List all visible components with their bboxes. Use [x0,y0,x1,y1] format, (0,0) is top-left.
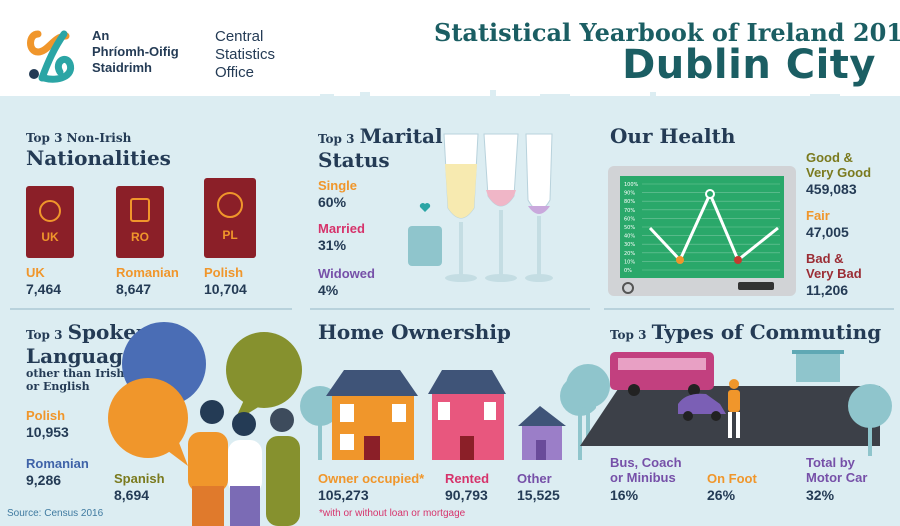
language-label: Romanian [26,456,89,471]
health-label: Good & Very Good [806,150,872,180]
divider [310,308,590,310]
nationality-label: Romanian [116,265,179,280]
logo-english-name: Central Statistics Office [215,28,276,81]
uk-passport-icon: UK [26,186,74,258]
marital-label: Widowed [318,266,375,281]
commuting-value: 26% [707,487,736,503]
health-tick-label: 20% [624,251,635,257]
commuting-label: Bus, Coach or Minibus [610,455,682,485]
nationality-value: 8,647 [116,281,152,297]
commuting-value: 16% [610,487,639,503]
marital-label: Married [318,221,365,236]
languages-subtitle: other than Irish or English [26,367,125,393]
fair-marker [676,256,684,264]
divider [604,308,894,310]
language-value: 8,694 [114,487,150,503]
health-title: Our Health [610,124,736,148]
language-label: Polish [26,408,66,423]
good-marker [705,189,715,199]
commuting-scene-icon [566,350,892,456]
health-value: 11,206 [806,282,849,298]
health-tick-label: 10% [624,259,635,265]
bad-marker [734,256,742,264]
ownership-title: Home Ownership [318,320,511,344]
source-note: Source: Census 2016 [7,508,104,519]
ownership-label: Other [517,471,552,486]
nationalities-title-small: Top 3 Non-Irish [26,131,132,145]
health-tick-label: 40% [624,234,635,240]
nationality-value: 7,464 [26,281,62,297]
logo-irish-name: An Phríomh-Oifig Staidrimh [92,28,179,75]
ownership-value: 15,525 [517,487,560,503]
romania-passport-icon: RO [116,186,164,258]
health-value: 47,005 [806,224,849,240]
speech-bubbles-people-icon [108,322,302,526]
health-label: Bad & Very Bad [806,251,862,281]
nationality-label: UK [26,265,45,280]
ownership-value: 90,793 [445,487,488,503]
marital-value: 60% [318,194,347,210]
language-label: Spanish [114,471,165,486]
houses-icon [300,370,596,460]
cso-logo-icon [27,30,75,83]
marital-label: Single [318,178,358,193]
health-tick-label: 100% [624,182,639,188]
health-tick-label: 50% [624,225,635,231]
commuting-label: Total by Motor Car [806,455,868,485]
health-tick-label: 30% [624,242,635,248]
health-label: Fair [806,208,830,223]
power-button-icon [622,282,634,294]
health-tick-label: 0% [624,268,632,274]
marital-value: 4% [318,282,339,298]
health-monitor [608,166,796,296]
champagne-glasses-icon [408,133,553,282]
commuting-label: On Foot [707,471,757,486]
commuting-value: 32% [806,487,835,503]
page-title: Dublin City [622,42,876,88]
ownership-footnote: *with or without loan or mortgage [319,508,466,519]
health-tick-label: 60% [624,216,635,222]
ownership-label: Owner occupied* [318,471,425,486]
nationality-value: 10,704 [204,281,247,297]
page-supertitle: Statistical Yearbook of Ireland 2019 [434,18,900,47]
health-chart: 100% 90% 80% 70% 60% 50% 40% 30% 20% 10% 0% [624,182,780,274]
ownership-value: 105,273 [318,487,369,503]
health-tick-label: 90% [624,191,635,197]
poland-passport-icon: PL [204,178,256,258]
nationalities-title: Nationalities [26,146,171,170]
monitor-slot [738,282,774,290]
language-value: 9,286 [26,472,62,488]
health-tick-label: 70% [624,208,635,214]
health-tick-label: 80% [624,199,635,205]
health-value: 459,083 [806,181,857,197]
nationality-label: Polish [204,265,244,280]
monitor-screen [620,176,784,278]
skyline-icon [300,90,900,120]
marital-title: Top 3 Marital [318,124,443,148]
commuting-title: Top 3 Types of Commuting [610,320,882,344]
marital-value: 31% [318,237,347,253]
ownership-label: Rented [445,471,490,486]
marital-title-line2: Status [318,148,390,172]
divider [10,308,292,310]
language-value: 10,953 [26,424,69,440]
